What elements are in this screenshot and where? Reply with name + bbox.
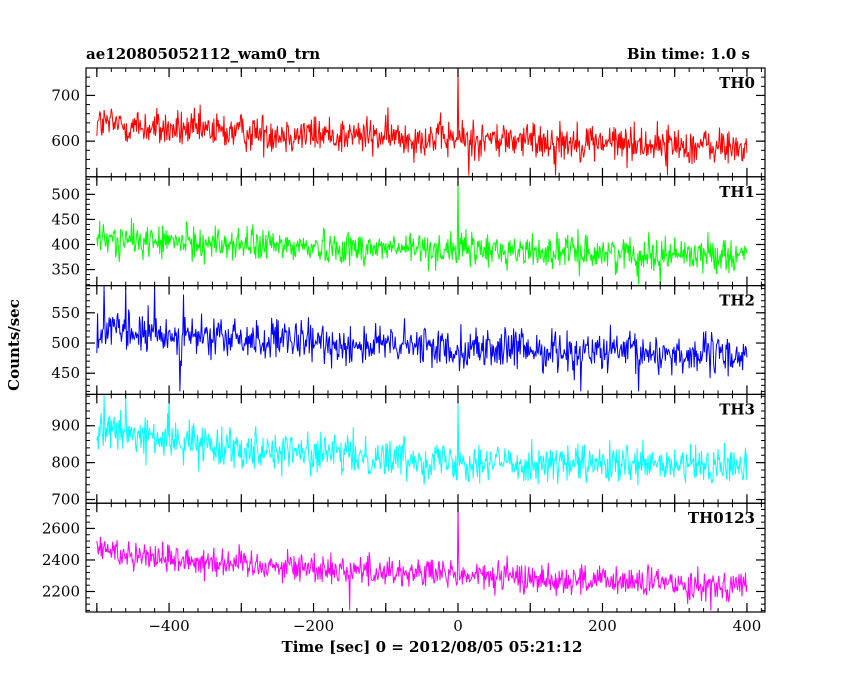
series-line-th0 bbox=[96, 67, 748, 176]
panel-label-th2: TH2 bbox=[719, 292, 755, 310]
panel-frame-th3 bbox=[85, 393, 766, 504]
panel-label-th3: TH3 bbox=[719, 400, 755, 418]
y-tick-label-th2: 450 bbox=[51, 364, 80, 382]
panel-label-th0123: TH0123 bbox=[688, 509, 755, 527]
y-axis-label: Counts/sec bbox=[5, 299, 23, 391]
panel-label-th0: TH0 bbox=[719, 74, 755, 92]
y-tick-label-th0: 600 bbox=[51, 132, 80, 150]
y-tick-label-th1: 450 bbox=[51, 210, 80, 228]
chart-title: ae120805052112_wam0_trn bbox=[86, 45, 321, 63]
y-tick-label-th2: 550 bbox=[51, 304, 80, 322]
x-tick-label: 200 bbox=[588, 617, 617, 635]
x-tick-label: −400 bbox=[148, 617, 189, 635]
y-tick-label-th0123: 2400 bbox=[42, 551, 80, 569]
y-tick-label-th0123: 2600 bbox=[42, 519, 80, 537]
y-tick-label-th1: 400 bbox=[51, 235, 80, 253]
x-axis-label: Time [sec] 0 = 2012/08/05 05:21:12 bbox=[281, 638, 583, 656]
y-tick-label-th3: 700 bbox=[51, 491, 80, 509]
panel-frame-th0123 bbox=[85, 502, 766, 613]
series-line-th3 bbox=[96, 394, 748, 486]
chart-subtitle: Bin time: 1.0 s bbox=[626, 45, 750, 63]
y-tick-label-th3: 800 bbox=[51, 454, 80, 472]
x-tick-label: 400 bbox=[733, 617, 762, 635]
y-tick-label-th0: 700 bbox=[51, 86, 80, 104]
y-tick-label-th3: 900 bbox=[51, 417, 80, 435]
y-tick-label-th0123: 2200 bbox=[42, 583, 80, 601]
panel-label-th1: TH1 bbox=[719, 183, 755, 201]
x-tick-label: −200 bbox=[293, 617, 334, 635]
panel-frame-th0 bbox=[85, 67, 766, 178]
x-tick-label: 0 bbox=[453, 617, 463, 635]
y-tick-label-th1: 500 bbox=[51, 185, 80, 203]
series-line-th0123 bbox=[96, 503, 748, 611]
y-tick-label-th2: 500 bbox=[51, 334, 80, 352]
series-line-th1 bbox=[96, 176, 748, 285]
y-tick-label-th1: 350 bbox=[51, 261, 80, 279]
series-line-th2 bbox=[96, 285, 748, 392]
panel-frame-th2 bbox=[85, 285, 766, 396]
